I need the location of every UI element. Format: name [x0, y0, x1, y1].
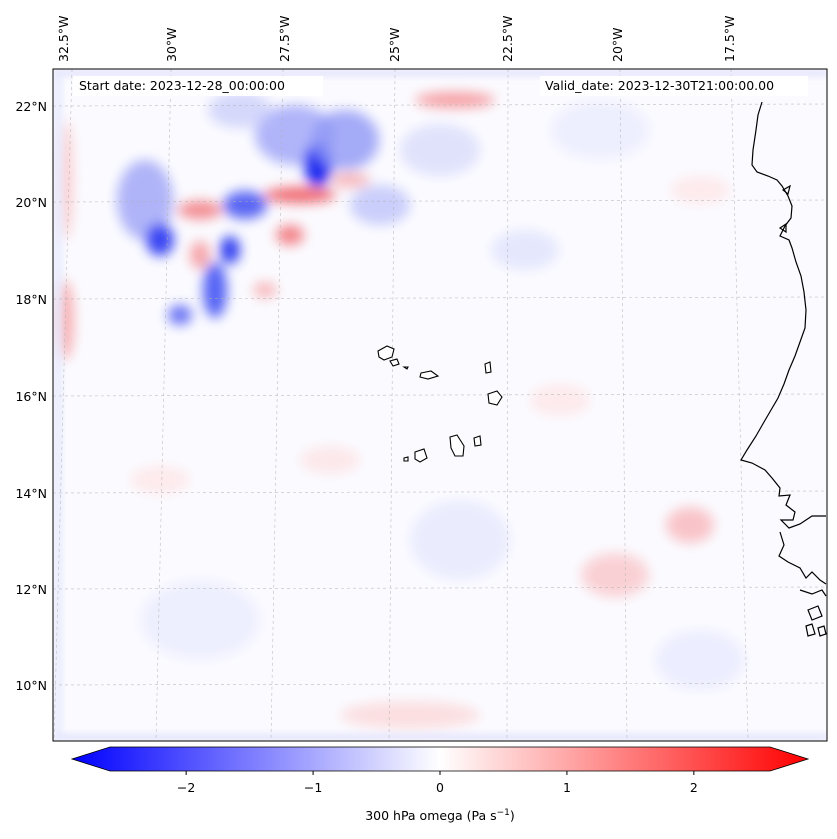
island-maio — [473, 435, 482, 447]
header: Start date: 2023-12-28_00:00:00 Valid_da… — [73, 76, 808, 96]
island-santo-antao — [377, 345, 395, 361]
lon-label-25w: 25°W — [387, 27, 402, 62]
african-coastline — [740, 101, 827, 637]
graticule — [53, 69, 827, 741]
colorbar-tick-label: 1 — [563, 780, 571, 795]
lon-label-30w: 30°W — [164, 27, 179, 62]
colorbar-tick-label: 2 — [690, 780, 698, 795]
island-sao-nicolau — [419, 370, 440, 380]
lon-label-17-5w: 17.5°W — [722, 16, 737, 62]
colorbar-label: 300 hPa omega (Pa s−1) — [365, 808, 515, 823]
omega-edge-bands — [53, 69, 827, 741]
lon-label-20w: 20°W — [610, 27, 625, 62]
valid-date-label: Valid_date: 2023-12-30T21:00:00.00 — [545, 78, 774, 93]
lat-label-10n: 10°N — [15, 678, 47, 693]
colorbar-tick-label: −1 — [304, 780, 322, 795]
lon-label-27-5w: 27.5°W — [277, 16, 292, 62]
lat-label-22n: 22°N — [15, 99, 47, 114]
lon-label-22-5w: 22.5°W — [500, 16, 515, 62]
map-frame — [52, 68, 828, 742]
island-fogo — [414, 448, 428, 463]
cape-verde-islands — [377, 345, 503, 463]
start-date-label: Start date: 2023-12-28_00:00:00 — [79, 78, 285, 93]
colorbar-tick-label: 0 — [436, 780, 444, 795]
colorbar-body — [70, 746, 810, 772]
omega-field — [56, 92, 745, 729]
island-boa-vista — [487, 390, 503, 406]
start-date-box — [73, 76, 323, 96]
island-santiago — [449, 434, 465, 457]
map-panel — [53, 69, 827, 741]
island-sal — [484, 361, 492, 374]
latitude-labels: 22°N 20°N 18°N 16°N 14°N 12°N 10°N — [15, 99, 47, 693]
island-santa-luzia — [402, 366, 409, 370]
island-sao-vicente — [389, 358, 400, 367]
lat-label-18n: 18°N — [15, 292, 47, 307]
lat-label-14n: 14°N — [15, 486, 47, 501]
colorbar-tick-label: −2 — [177, 780, 195, 795]
lat-label-20n: 20°N — [15, 195, 47, 210]
colorbar: −2 −1 0 1 2 300 hPa omega (Pa s−1) — [70, 746, 810, 823]
colorbar-ticks: −2 −1 0 1 2 — [177, 771, 698, 795]
valid-date-box — [540, 76, 808, 96]
lon-label-32-5w: 32.5°W — [56, 16, 71, 62]
longitude-labels: 32.5°W 30°W 27.5°W 25°W 22.5°W 20°W 17.5… — [56, 16, 737, 62]
lat-label-16n: 16°N — [15, 389, 47, 404]
island-brava — [403, 456, 409, 462]
lat-label-12n: 12°N — [15, 582, 47, 597]
